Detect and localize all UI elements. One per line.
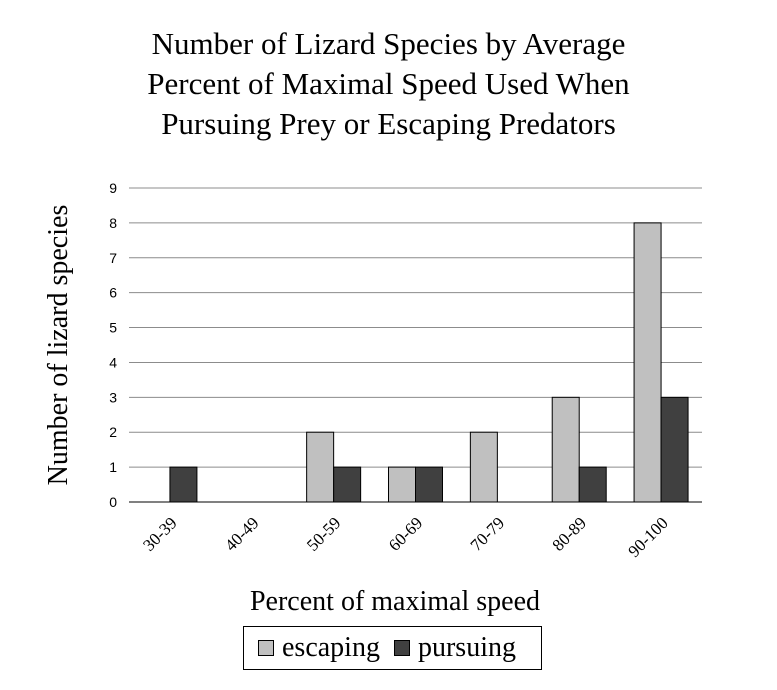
chart-title-line-2: Percent of Maximal Speed Used When <box>147 66 630 101</box>
bar-pursuing-30-39 <box>169 466 198 503</box>
bar-pursuing-80-89 <box>578 466 607 503</box>
x-tick-label: 90-100 <box>624 513 671 560</box>
legend: escaping pursuing <box>243 626 542 670</box>
legend-swatch-escaping <box>258 640 274 656</box>
y-tick-label: 4 <box>109 354 117 370</box>
x-tick-label: 50-59 <box>303 513 344 554</box>
bar-escaping-60-69 <box>388 466 416 503</box>
legend-label-escaping: escaping <box>282 632 380 663</box>
y-tick-label: 3 <box>109 389 117 405</box>
legend-item-pursuing: pursuing <box>393 632 516 664</box>
gridlines <box>129 187 702 468</box>
y-axis-label: Number of lizard species <box>43 205 74 486</box>
legend-item-escaping: escaping <box>258 632 380 664</box>
y-tick-label: 1 <box>109 459 117 475</box>
y-tick-label: 0 <box>109 494 117 510</box>
bar-pursuing-90-100 <box>660 396 689 503</box>
x-tick-label: 30-39 <box>139 513 180 554</box>
x-tick-label: 80-89 <box>549 513 590 554</box>
chart-title-line-1: Number of Lizard Species by Average <box>151 26 626 61</box>
bars <box>169 222 689 503</box>
y-tick-label: 5 <box>109 320 117 336</box>
chart-title: Number of Lizard Species by Average Perc… <box>0 24 777 144</box>
x-axis-label: Percent of maximal speed <box>250 586 540 617</box>
y-tick-labels: 0 1 2 3 4 5 6 7 8 9 <box>109 180 117 510</box>
legend-swatch-pursuing <box>393 640 410 656</box>
x-tick-label: 70-79 <box>467 513 508 554</box>
bar-escaping-90-100 <box>633 222 662 503</box>
x-tick-labels: 30-39 40-49 50-59 60-69 70-79 80-89 90-100 <box>139 513 672 560</box>
chart-title-line-3: Pursuing Prey or Escaping Predators <box>161 106 616 141</box>
y-tick-label: 6 <box>109 285 117 301</box>
y-tick-label: 7 <box>109 250 117 266</box>
legend-label-pursuing: pursuing <box>417 632 516 663</box>
bar-escaping-80-89 <box>551 396 580 503</box>
bar-chart: 0 1 2 3 4 5 6 7 8 9 30-39 40-49 50-59 60-69 70-79 80-8… <box>43 180 702 617</box>
y-tick-label: 2 <box>109 424 117 440</box>
bar-escaping-70-79 <box>469 431 498 503</box>
bar-escaping-50-59 <box>306 431 335 503</box>
bar-pursuing-50-59 <box>333 466 362 503</box>
x-tick-label: 40-49 <box>221 513 262 554</box>
y-tick-label: 8 <box>109 215 117 231</box>
y-tick-label: 9 <box>109 180 117 196</box>
bar-pursuing-60-69 <box>415 466 443 503</box>
x-tick-label: 60-69 <box>385 513 426 554</box>
